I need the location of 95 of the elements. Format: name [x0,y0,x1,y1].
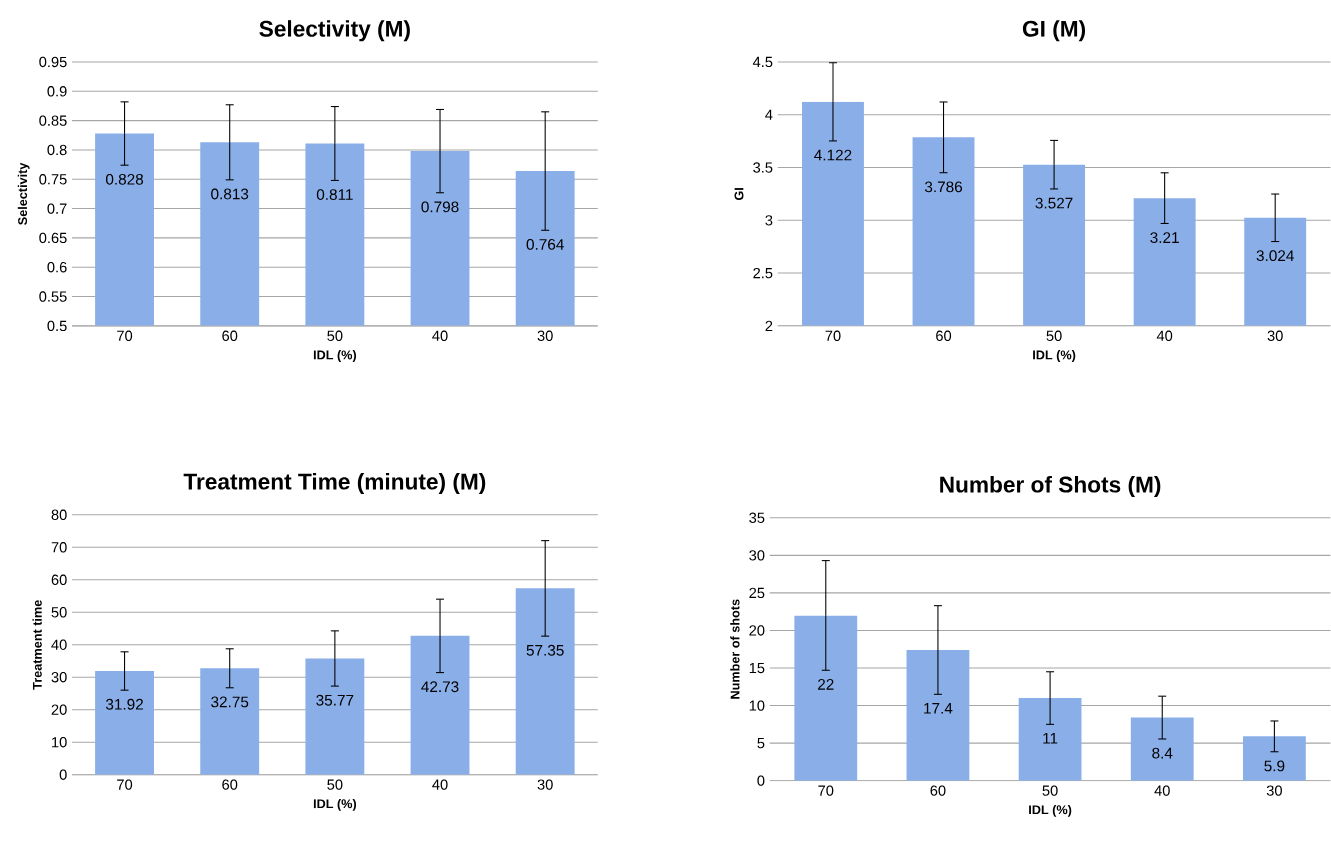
y-tick-label: 0 [757,775,765,787]
y-tick-label: 50 [51,607,67,618]
data-label: 0.811 [316,189,353,201]
data-label: 35.77 [316,694,354,706]
bar [95,671,154,775]
y-tick-label: 5 [757,738,765,749]
y-tick-label: 60 [51,574,67,586]
y-tick-label: 70 [51,542,67,553]
data-label: 4.122 [814,149,852,161]
y-axis-title: Treatment time [32,600,42,690]
data-label: 3.21 [1150,232,1179,244]
data-label: 3.527 [1035,197,1073,209]
bar [906,650,970,781]
y-tick-label: 20 [749,625,765,636]
chart-title: Treatment Time (minute) (M) [183,473,486,495]
x-tick-label: 40 [1156,330,1173,342]
y-axis-title: Selectivity [17,162,30,226]
x-tick-label: 40 [432,779,448,790]
y-tick-label: 0.7 [47,203,67,214]
bar [794,615,858,781]
y-tick-label: 3.5 [753,162,773,173]
x-axis-title: IDL (%) [1029,805,1072,817]
data-label: 0.764 [526,239,564,250]
bar [515,588,575,775]
data-label: 0.828 [105,174,144,185]
data-label: 3.786 [924,181,963,193]
x-tick-label: 70 [825,330,841,342]
data-label: 0.798 [421,201,459,213]
chart-title: Selectivity (M) [259,20,410,42]
data-label: 5.9 [1264,760,1285,772]
y-tick-label: 0.55 [39,291,67,302]
x-tick-label: 30 [1267,330,1283,342]
y-tick-label: 3 [765,215,773,226]
data-label: 3.024 [1256,250,1294,262]
y-tick-label: 10 [52,737,67,748]
y-tick-label: 35 [749,512,765,524]
data-label: 32.75 [211,696,249,708]
y-tick-label: 0.6 [47,262,67,273]
bar [305,658,365,775]
y-tick-label: 0.5 [47,320,67,332]
y-axis-title: GI [734,188,744,201]
y-tick-label: 2 [765,320,773,332]
x-tick-label: 30 [537,330,553,342]
y-tick-label: 0.8 [47,144,67,156]
y-tick-label: 25 [749,587,765,599]
data-label: 42.73 [421,681,459,693]
y-axis-title: Number of shots [730,599,740,699]
y-tick-label: 30 [51,672,67,683]
x-tick-label: 50 [1042,785,1058,796]
x-tick-label: 70 [818,785,834,796]
y-tick-label: 4.5 [752,57,773,68]
x-tick-label: 60 [930,785,946,796]
y-tick-label: 40 [51,639,67,651]
x-tick-label: 40 [432,330,448,342]
data-label: 31.92 [105,699,143,710]
y-tick-label: 20 [51,704,67,716]
x-tick-label: 60 [222,779,238,790]
y-tick-label: 15 [749,663,765,674]
x-axis-title: IDL (%) [313,799,357,811]
y-tick-label: 0.65 [39,232,67,244]
data-label: 11 [1043,733,1058,744]
x-tick-label: 70 [117,330,133,342]
y-tick-label: 80 [51,509,67,521]
y-tick-label: 0.95 [39,56,67,68]
x-tick-label: 50 [1046,330,1062,342]
data-label: 22 [818,679,834,690]
x-tick-label: 70 [117,779,133,790]
x-axis-title: IDL (%) [1033,350,1076,363]
y-tick-label: 30 [749,550,765,561]
x-tick-label: 30 [537,779,553,790]
data-label: 17.4 [924,703,953,714]
y-tick-label: 4 [765,109,773,120]
chart-title: GI (M) [1022,20,1086,42]
bar [1242,736,1306,781]
y-tick-label: 10 [749,700,765,711]
x-tick-label: 40 [1154,785,1170,796]
x-tick-label: 50 [327,330,343,342]
y-tick-label: 0.9 [47,86,67,97]
x-tick-label: 30 [1266,785,1282,796]
y-tick-label: 0 [59,769,67,781]
y-tick-label: 0.75 [39,174,67,185]
y-tick-label: 2.5 [753,268,773,279]
bar [1018,698,1082,781]
data-label: 0.813 [211,188,249,200]
x-tick-label: 50 [327,779,343,790]
data-label: 57.35 [526,645,564,656]
chart-title: Number of Shots (M) [940,476,1161,498]
x-axis-title: IDL (%) [313,350,357,363]
x-tick-label: 60 [222,330,238,342]
y-tick-label: 0.85 [39,115,67,126]
bar [410,636,470,775]
x-tick-label: 60 [936,330,952,342]
data-label: 8.4 [1152,747,1173,759]
bar [200,668,260,775]
bar [1130,717,1194,781]
